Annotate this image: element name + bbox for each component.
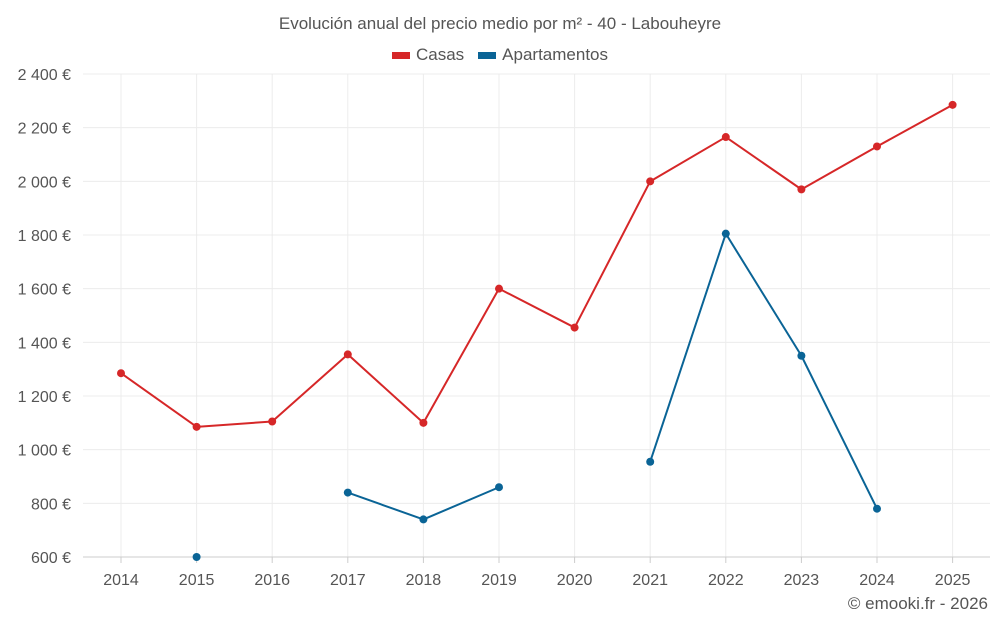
x-tick-label: 2014	[103, 572, 139, 589]
x-tick-label: 2024	[859, 572, 895, 589]
data-point-apartamentos	[646, 457, 655, 466]
x-tick-label: 2015	[179, 572, 215, 589]
y-tick-label: 2 000 €	[18, 174, 71, 191]
data-point-apartamentos	[192, 553, 201, 561]
chart-legend: Casas Apartamentos	[0, 45, 1000, 65]
data-point-apartamentos	[797, 351, 806, 360]
legend-swatch-casas	[391, 51, 410, 59]
legend-item-apartamentos[interactable]: Apartamentos	[478, 45, 608, 65]
series-line-casas	[120, 103, 954, 428]
x-tick-label: 2017	[330, 572, 366, 589]
data-point-apartamentos	[873, 504, 881, 513]
y-tick-label: 1 200 €	[18, 389, 71, 406]
y-tick-label: 1 600 €	[18, 282, 71, 299]
legend-label-apartamentos: Apartamentos	[502, 45, 609, 64]
data-point-apartamentos	[721, 229, 730, 238]
x-tick-label: 2018	[406, 572, 442, 589]
y-tick-label: 1 000 €	[18, 443, 71, 460]
data-point-casas	[268, 417, 277, 426]
y-tick-label: 1 400 €	[18, 335, 71, 352]
data-point-casas	[570, 323, 579, 332]
data-point-apartamentos	[419, 515, 428, 524]
y-tick-label: 600 €	[31, 550, 71, 567]
y-tick-label: 2 200 €	[18, 121, 71, 138]
data-point-casas	[419, 418, 428, 427]
x-tick-label: 2019	[481, 572, 517, 589]
legend-swatch-apartamentos	[478, 51, 497, 59]
y-tick-label: 1 800 €	[18, 228, 71, 245]
x-tick-label: 2020	[557, 572, 593, 589]
data-point-apartamentos	[495, 483, 503, 492]
x-tick-label: 2016	[254, 572, 290, 589]
series-line-apartamentos	[649, 232, 878, 510]
chart-title: Evolución anual del precio medio por m² …	[278, 14, 722, 33]
data-point-casas	[646, 177, 655, 186]
x-tick-label: 2022	[708, 572, 744, 589]
y-tick-label: 2 400 €	[18, 67, 71, 84]
data-point-casas	[117, 369, 125, 378]
data-point-casas	[873, 142, 881, 151]
x-tick-label: 2021	[632, 572, 668, 589]
x-tick-label: 2023	[784, 572, 820, 589]
data-point-casas	[343, 350, 352, 359]
data-point-casas	[948, 100, 957, 109]
data-point-casas	[797, 185, 806, 194]
data-point-casas	[495, 284, 503, 293]
data-point-apartamentos	[343, 488, 352, 497]
legend-label-casas: Casas	[415, 45, 465, 64]
y-tick-label: 800 €	[31, 496, 71, 513]
x-tick-label: 2025	[935, 572, 971, 589]
data-point-casas	[192, 422, 201, 431]
credit-text: © emooki.fr - 2026	[847, 594, 988, 613]
data-point-casas	[721, 133, 730, 142]
legend-item-casas[interactable]: Casas	[391, 45, 465, 65]
